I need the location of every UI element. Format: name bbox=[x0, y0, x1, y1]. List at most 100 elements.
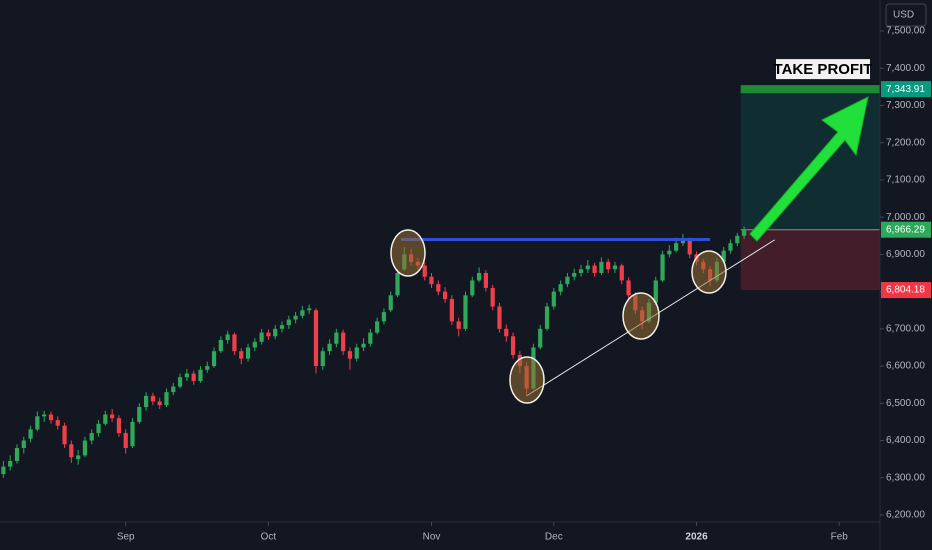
candle-body bbox=[130, 421, 135, 447]
candle-body bbox=[728, 243, 733, 251]
candle-body bbox=[157, 401, 162, 406]
candle-body bbox=[164, 392, 169, 406]
y-tick-label: 7,000.00 bbox=[886, 212, 925, 223]
candle-body bbox=[55, 420, 60, 426]
take-profit-label: TAKE PROFIT bbox=[774, 61, 873, 78]
candle-body bbox=[28, 429, 33, 439]
candle-body bbox=[470, 280, 475, 296]
candle-body bbox=[62, 425, 67, 445]
y-tick-label: 6,300.00 bbox=[886, 472, 925, 483]
candle-body bbox=[327, 343, 332, 352]
candle-body bbox=[35, 416, 40, 430]
candle-body bbox=[286, 319, 291, 326]
candle-body bbox=[653, 280, 658, 303]
candle-body bbox=[191, 373, 196, 381]
entry-price-tag bbox=[881, 221, 931, 238]
candle-body bbox=[245, 347, 251, 359]
y-tick-label: 6,400.00 bbox=[886, 435, 925, 446]
candle-body bbox=[69, 444, 74, 458]
candle-body bbox=[375, 321, 380, 333]
candle-body bbox=[735, 235, 740, 244]
candle-body bbox=[21, 440, 26, 448]
candle-body bbox=[565, 276, 570, 285]
candle-body bbox=[687, 239, 692, 255]
candle-body bbox=[143, 395, 149, 408]
candle-body bbox=[572, 273, 577, 277]
x-tick-label: Sep bbox=[117, 532, 135, 543]
candle-body bbox=[123, 433, 128, 448]
candle-body bbox=[225, 334, 230, 341]
candle-body bbox=[354, 347, 359, 359]
candle-body bbox=[463, 295, 468, 329]
candle-body bbox=[218, 340, 223, 352]
candle-body bbox=[504, 328, 509, 337]
candle-body bbox=[612, 265, 618, 270]
candle-body bbox=[205, 366, 210, 370]
highlight-circle bbox=[691, 250, 727, 294]
arrow bbox=[749, 96, 869, 242]
candle-body bbox=[551, 291, 556, 307]
highlight-circle bbox=[390, 229, 426, 277]
candle-body bbox=[42, 414, 47, 417]
candle-body bbox=[578, 269, 584, 273]
candle-body bbox=[606, 261, 611, 270]
candle-body bbox=[619, 265, 624, 281]
target-price-tag bbox=[881, 81, 931, 98]
take-profit-bg bbox=[776, 59, 870, 80]
loss-zone bbox=[740, 229, 880, 291]
y-tick-label: 6,900.00 bbox=[886, 249, 925, 260]
x-tick-label: Oct bbox=[261, 532, 277, 543]
y-tick-label: 7,400.00 bbox=[886, 63, 925, 74]
candle-body bbox=[273, 328, 278, 337]
y-tick-label: 6,600.00 bbox=[886, 361, 925, 372]
candle-body bbox=[497, 306, 502, 329]
candle-body bbox=[211, 351, 217, 367]
x-tick-label: 2026 bbox=[685, 532, 708, 543]
candle-body bbox=[347, 351, 353, 359]
candle-body bbox=[660, 254, 665, 281]
candle-body bbox=[429, 276, 434, 285]
y-tick-label: 6,200.00 bbox=[886, 510, 925, 521]
candle-body bbox=[626, 280, 631, 296]
candle-body bbox=[388, 295, 393, 311]
candle-body bbox=[476, 273, 482, 281]
candle-body bbox=[232, 334, 237, 352]
candle-body bbox=[266, 332, 271, 337]
candle-body bbox=[300, 310, 305, 316]
candle-body bbox=[96, 423, 101, 434]
y-tick-label: 7,100.00 bbox=[886, 175, 925, 186]
candle-body bbox=[510, 336, 516, 355]
target-price-label: 7,343.91 bbox=[886, 84, 925, 95]
candle-body bbox=[334, 332, 339, 344]
highlight-circle bbox=[509, 356, 545, 404]
candle-body bbox=[137, 407, 142, 422]
y-tick-label: 7,200.00 bbox=[886, 137, 925, 148]
candle-body bbox=[483, 273, 488, 288]
candle-body bbox=[307, 308, 312, 311]
candle-body bbox=[449, 299, 454, 322]
candle-body bbox=[150, 395, 156, 402]
candle-body bbox=[538, 328, 543, 348]
stop-price-label: 6,804.18 bbox=[886, 285, 925, 296]
candle-body bbox=[293, 315, 298, 320]
candle-body bbox=[177, 377, 183, 387]
target-bar bbox=[740, 85, 880, 94]
candle-body bbox=[680, 239, 686, 244]
candle-body bbox=[279, 325, 285, 329]
candle-body bbox=[341, 332, 346, 352]
annotations bbox=[390, 96, 869, 404]
candle-body bbox=[184, 373, 189, 378]
candle-body bbox=[76, 455, 81, 460]
candle-body bbox=[1, 466, 6, 475]
candle-body bbox=[436, 284, 441, 292]
candle-body bbox=[592, 265, 597, 273]
candle-body bbox=[395, 273, 400, 296]
candle-body bbox=[381, 312, 387, 322]
candle-body bbox=[585, 265, 590, 270]
highlight-circle bbox=[622, 292, 660, 340]
x-tick-label: Feb bbox=[831, 532, 849, 543]
candle-body bbox=[667, 250, 672, 255]
candle-body bbox=[14, 447, 20, 462]
